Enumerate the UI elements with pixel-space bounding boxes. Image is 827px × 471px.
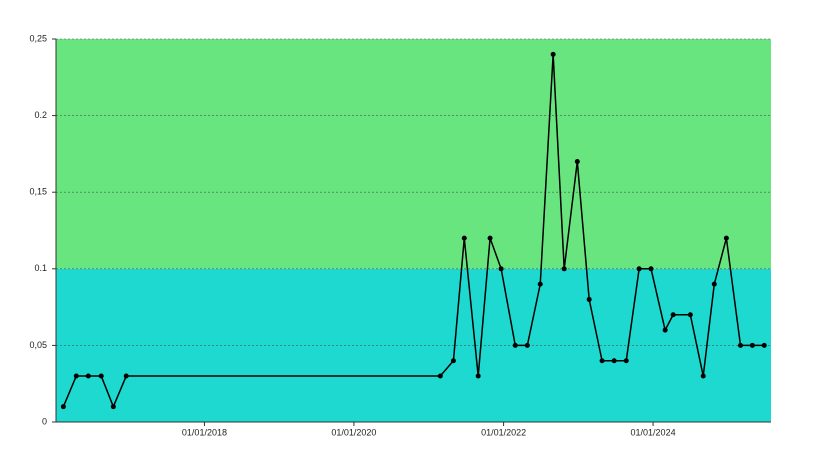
point [537, 281, 543, 287]
x-tick-label: 01/01/2024 [631, 427, 676, 437]
point [636, 266, 642, 272]
y-tick-label: 0,15 [29, 187, 47, 197]
point [662, 327, 668, 333]
point [611, 358, 617, 364]
point [60, 404, 66, 410]
y-tick-label: 0,05 [29, 340, 47, 350]
y-tick-label: 0,25 [29, 33, 47, 43]
point [749, 342, 755, 348]
point [550, 51, 556, 57]
point [761, 342, 767, 348]
point [437, 373, 443, 379]
point [574, 159, 580, 165]
x-tick-label: 01/01/2018 [182, 427, 227, 437]
point [623, 358, 629, 364]
point [586, 296, 592, 302]
point [687, 312, 693, 318]
point [110, 404, 116, 410]
band [56, 39, 771, 269]
point [723, 235, 729, 241]
point [512, 342, 518, 348]
point [711, 281, 717, 287]
point [700, 373, 706, 379]
point [461, 235, 467, 241]
point [475, 373, 481, 379]
point [737, 342, 743, 348]
point [561, 266, 567, 272]
point [498, 266, 504, 272]
point [85, 373, 91, 379]
y-tick-label: 0 [42, 416, 47, 426]
point [524, 342, 530, 348]
point [450, 358, 456, 364]
point [599, 358, 605, 364]
point [487, 235, 493, 241]
point [670, 312, 676, 318]
point [98, 373, 104, 379]
x-tick-label: 01/01/2020 [331, 427, 376, 437]
point [123, 373, 129, 379]
y-tick-label: 0.1 [34, 263, 47, 273]
y-tick-label: 0.2 [34, 110, 47, 120]
point [648, 266, 654, 272]
x-tick-label: 01/01/2022 [481, 427, 526, 437]
point [73, 373, 79, 379]
